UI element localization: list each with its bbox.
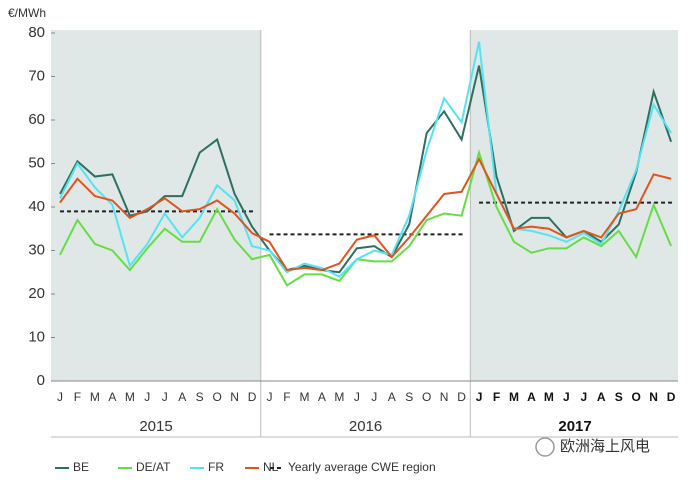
x-tick-label: J: [162, 390, 168, 404]
y-tick-label: 60: [28, 111, 45, 128]
x-tick-label: M: [544, 390, 554, 404]
x-tick-label: D: [667, 390, 676, 404]
x-tick-label: J: [354, 390, 360, 404]
background: [51, 30, 678, 381]
y-tick-label: 40: [28, 198, 45, 215]
y-tick-label: 70: [28, 67, 45, 84]
x-tick-label: A: [318, 390, 326, 404]
y-tick-label: 10: [28, 328, 45, 345]
x-tick-label: N: [230, 390, 239, 404]
x-tick-label: O: [422, 390, 431, 404]
x-tick-label: O: [632, 390, 641, 404]
x-tick-label: M: [299, 390, 309, 404]
x-tick-label: A: [178, 390, 186, 404]
x-tick-label: J: [267, 390, 273, 404]
x-tick-label: J: [144, 390, 150, 404]
x-tick-label: S: [405, 390, 413, 404]
legend-item: DE/AT: [118, 460, 171, 474]
y-tick-label: 20: [28, 285, 45, 302]
legend-label: BE: [73, 460, 89, 474]
x-tick-label: N: [649, 390, 658, 404]
legend-label: Yearly average CWE region: [288, 460, 436, 474]
x-tick-label: A: [388, 390, 396, 404]
x-tick-label: D: [248, 390, 257, 404]
year-label: 2015: [139, 418, 172, 435]
legend-label: DE/AT: [136, 460, 171, 474]
x-tick-label: F: [493, 390, 500, 404]
y-tick-label: 50: [28, 154, 45, 171]
series-line: [59, 41, 672, 278]
x-tick-label: M: [334, 390, 344, 404]
x-tick-label: A: [108, 390, 116, 404]
x-tick-label: D: [457, 390, 466, 404]
x-tick-label: J: [57, 390, 63, 404]
watermark: 欧洲海上风电: [535, 437, 650, 457]
legend-item: FR: [190, 460, 224, 474]
x-tick-label: A: [527, 390, 536, 404]
y-tick-label: 0: [37, 372, 45, 389]
series-line: [59, 156, 672, 272]
x-tick-label: J: [563, 390, 570, 404]
x-tick-label: F: [74, 390, 81, 404]
x-tick-label: M: [509, 390, 519, 404]
x-tick-label: J: [476, 390, 483, 404]
x-tick-label: O: [212, 390, 221, 404]
watermark-text: 欧洲海上风电: [560, 438, 650, 455]
x-tick-label: J: [580, 390, 587, 404]
y-tick-label: 80: [28, 24, 45, 41]
legend-item: Yearly average CWE region: [270, 460, 436, 474]
x-tick-label: M: [90, 390, 100, 404]
year-label: 2017: [558, 418, 591, 435]
x-tick-label: S: [615, 390, 623, 404]
x-tick-label: A: [597, 390, 606, 404]
legend-item: BE: [55, 460, 89, 474]
x-tick-label: J: [371, 390, 377, 404]
x-tick-label: F: [283, 390, 290, 404]
x-tick-label: M: [125, 390, 135, 404]
x-tick-label: N: [440, 390, 449, 404]
year-label: 2016: [349, 418, 382, 435]
y-tick-label: 30: [28, 241, 45, 258]
watermark-icon: [535, 437, 555, 457]
y-axis-label: €/MWh: [8, 6, 46, 20]
shaded-year: [51, 30, 261, 381]
series-line: [59, 149, 673, 287]
x-tick-label: S: [196, 390, 204, 404]
legend-label: FR: [208, 460, 224, 474]
